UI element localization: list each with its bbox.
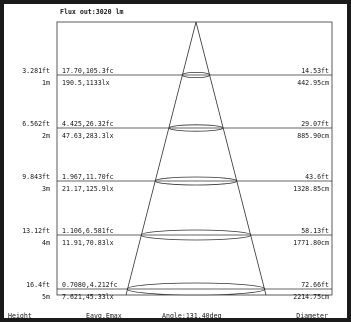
beam-section-3m	[154, 176, 238, 186]
distance-m-5: 5m	[42, 293, 50, 301]
distance-m-1: 1m	[42, 79, 50, 87]
beam-edge-left	[125, 21, 197, 296]
illuminance-lx-3: 21.17,125.9lx	[62, 185, 114, 193]
distance-ft-2: 6.562ft	[22, 120, 50, 128]
diameter-cm-3: 1328.85cm	[293, 185, 329, 193]
illuminance-lx-2: 47.63,283.3lx	[62, 132, 114, 140]
illuminance-fc-2: 4.425,26.32fc	[62, 120, 114, 128]
footer-labels: Height Eavg,Emax Angle:131.40deg Diamete…	[8, 312, 328, 320]
distance-m-4: 4m	[42, 239, 50, 247]
diameter-cm-5: 2214.75cm	[293, 293, 329, 301]
level-lines	[57, 74, 332, 290]
illuminance-lx-4: 11.91,70.83lx	[62, 239, 114, 247]
distance-m-2: 2m	[42, 132, 50, 140]
diameter-ft-2: 29.07ft	[301, 120, 329, 128]
illuminance-lx-5: 7.621,45.33lx	[62, 293, 114, 301]
distance-ft-4: 13.12ft	[22, 227, 50, 235]
footer-eavg-label: Eavg,Emax	[86, 312, 122, 320]
illuminance-fc-3: 1.967,11.70fc	[62, 173, 114, 181]
distance-ft-1: 3.281ft	[22, 67, 50, 75]
distance-ft-3: 9.843ft	[22, 173, 50, 181]
diameter-ft-5: 72.66ft	[301, 281, 329, 289]
beam-edge-right	[195, 21, 267, 296]
flux-title: Flux out:3020 lm	[60, 8, 124, 16]
beam-section-5m	[126, 282, 266, 296]
distance-ft-5: 16.4ft	[26, 281, 50, 289]
diameter-cm-2: 885.90cm	[297, 132, 329, 140]
beam-section-2m	[168, 124, 224, 132]
diameter-ft-1: 14.53ft	[301, 67, 329, 75]
beam-section-4m	[140, 229, 252, 241]
distance-m-3: 3m	[42, 185, 50, 193]
illuminance-fc-5: 0.7080,4.212fc	[62, 281, 118, 289]
diameter-ft-3: 43.6ft	[305, 173, 329, 181]
plot-box	[56, 21, 333, 296]
diameter-ft-4: 58.13ft	[301, 227, 329, 235]
diameter-cm-1: 442.95cm	[297, 79, 329, 87]
illuminance-fc-4: 1.106,6.581fc	[62, 227, 114, 235]
distance-labels: 3.281ft 1m 6.562ft 2m 9.843ft 3m 13.12ft…	[22, 67, 50, 301]
illuminance-labels: 17.70,105.3fc 190.5,1133lx 4.425,26.32fc…	[62, 67, 118, 301]
diameter-labels: 14.53ft 442.95cm 29.07ft 885.90cm 43.6ft…	[293, 67, 329, 301]
footer-angle-label: Angle:131.40deg	[162, 312, 222, 320]
beam-section-1m	[181, 72, 211, 79]
illuminance-lx-1: 190.5,1133lx	[62, 79, 110, 87]
footer-height-label: Height	[8, 312, 32, 320]
footer-diameter-label: Diameter	[296, 312, 328, 320]
beam-cone	[125, 21, 267, 296]
diameter-cm-4: 1771.80cm	[293, 239, 329, 247]
illuminance-fc-1: 17.70,105.3fc	[62, 67, 114, 75]
